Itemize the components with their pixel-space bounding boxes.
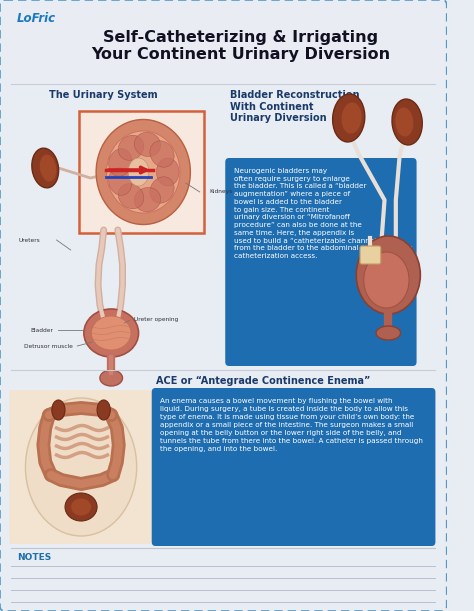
Text: Bladder Reconstruction
With Continent
Urinary Diversion: Bladder Reconstruction With Continent Ur… bbox=[230, 90, 359, 123]
Ellipse shape bbox=[91, 316, 131, 350]
FancyBboxPatch shape bbox=[9, 390, 153, 544]
Ellipse shape bbox=[134, 133, 161, 156]
Ellipse shape bbox=[364, 252, 409, 308]
Ellipse shape bbox=[333, 94, 365, 142]
Ellipse shape bbox=[52, 400, 65, 420]
Ellipse shape bbox=[100, 370, 122, 386]
FancyBboxPatch shape bbox=[225, 158, 417, 366]
Ellipse shape bbox=[128, 158, 149, 186]
Ellipse shape bbox=[71, 498, 91, 516]
FancyBboxPatch shape bbox=[226, 85, 442, 367]
Ellipse shape bbox=[156, 158, 179, 186]
Ellipse shape bbox=[392, 99, 422, 145]
Ellipse shape bbox=[356, 236, 420, 314]
Text: NOTES: NOTES bbox=[17, 553, 51, 562]
Ellipse shape bbox=[109, 148, 132, 176]
Ellipse shape bbox=[39, 154, 57, 182]
Text: Ureter opening: Ureter opening bbox=[134, 318, 178, 323]
Ellipse shape bbox=[134, 188, 161, 211]
Ellipse shape bbox=[341, 102, 362, 134]
Text: Bladder: Bladder bbox=[30, 327, 53, 332]
Ellipse shape bbox=[32, 148, 59, 188]
Ellipse shape bbox=[118, 184, 144, 209]
Ellipse shape bbox=[150, 141, 174, 167]
FancyBboxPatch shape bbox=[8, 85, 226, 367]
Text: Kidneys: Kidneys bbox=[209, 189, 232, 194]
Ellipse shape bbox=[376, 326, 401, 340]
Ellipse shape bbox=[96, 120, 191, 224]
FancyBboxPatch shape bbox=[152, 388, 436, 546]
FancyBboxPatch shape bbox=[79, 111, 203, 233]
FancyBboxPatch shape bbox=[4, 4, 443, 91]
Ellipse shape bbox=[150, 177, 174, 203]
Text: ACE or “Antegrade Continence Enema”: ACE or “Antegrade Continence Enema” bbox=[155, 376, 370, 386]
Text: Self-Catheterizing & Irrigating
Your Continent Urinary Diversion: Self-Catheterizing & Irrigating Your Con… bbox=[91, 30, 390, 62]
FancyBboxPatch shape bbox=[0, 0, 447, 611]
Ellipse shape bbox=[26, 398, 137, 536]
Text: LoFric: LoFric bbox=[17, 12, 56, 25]
FancyBboxPatch shape bbox=[360, 246, 381, 264]
Text: Ureters: Ureters bbox=[19, 238, 41, 243]
Ellipse shape bbox=[109, 168, 132, 196]
Ellipse shape bbox=[65, 493, 97, 521]
Ellipse shape bbox=[84, 309, 138, 357]
Text: Detrusor muscle: Detrusor muscle bbox=[24, 343, 73, 348]
Ellipse shape bbox=[118, 135, 144, 160]
Ellipse shape bbox=[97, 400, 110, 420]
Ellipse shape bbox=[395, 107, 414, 137]
Ellipse shape bbox=[107, 131, 180, 213]
Text: Neurogenic bladders may
often require surgery to enlarge
the bladder. This is ca: Neurogenic bladders may often require su… bbox=[234, 168, 411, 259]
Text: An enema causes a bowel movement by flushing the bowel with
liquid. During surge: An enema causes a bowel movement by flus… bbox=[160, 398, 423, 452]
Text: The Urinary System: The Urinary System bbox=[49, 90, 158, 100]
